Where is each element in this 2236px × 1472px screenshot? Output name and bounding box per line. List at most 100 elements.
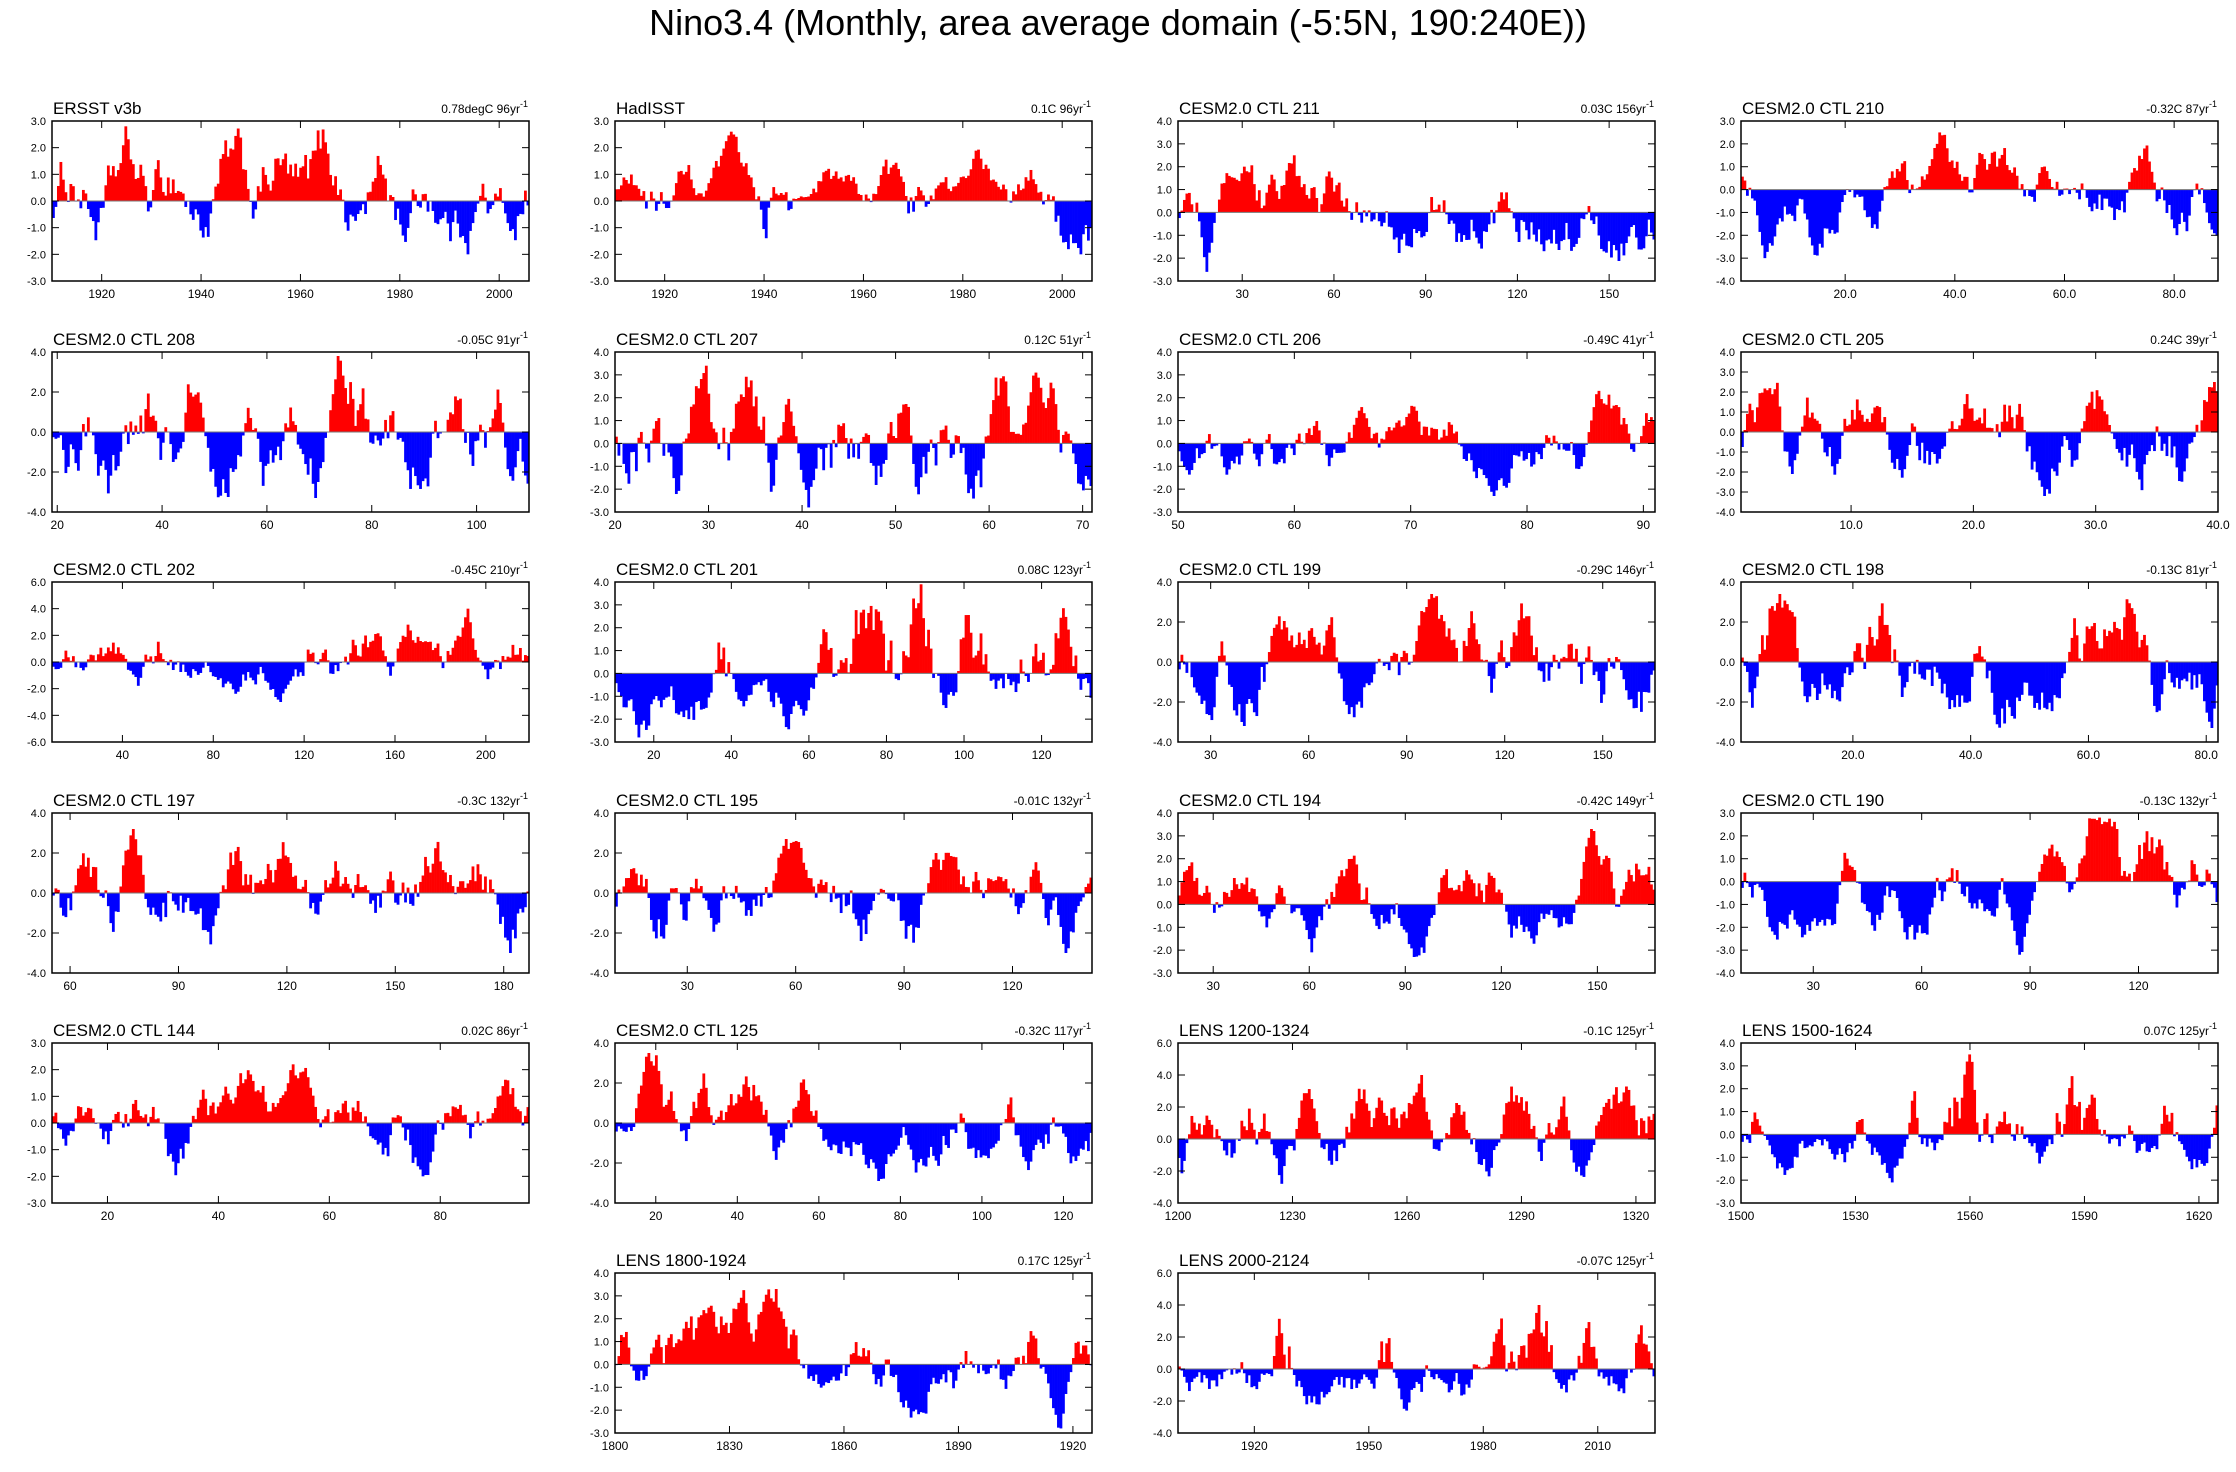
anomaly-bar (1480, 890, 1483, 905)
y-tick-label: -2.0 (27, 1171, 46, 1183)
anomaly-bar (341, 883, 345, 893)
anomaly-bar (209, 662, 213, 673)
anomaly-bar (1540, 904, 1543, 914)
anomaly-bar (1482, 1139, 1486, 1160)
anomaly-bar (1505, 904, 1508, 912)
anomaly-bar (354, 425, 357, 432)
anomaly-bar (1500, 443, 1503, 479)
anomaly-bar (2125, 432, 2129, 467)
anomaly-bar (1880, 1134, 1884, 1165)
anomaly-bar (1790, 1134, 1794, 1168)
panel-stat-superscript: -1 (520, 1021, 528, 1031)
anomaly-bar (1497, 889, 1501, 905)
anomaly-bar (1562, 212, 1566, 240)
y-tick-label: 2.0 (31, 630, 46, 642)
anomaly-bar (767, 893, 771, 898)
anomaly-bar (799, 196, 803, 201)
anomaly-bar (1039, 1364, 1043, 1369)
anomaly-bar (1485, 443, 1488, 479)
anomaly-bar (1265, 662, 1269, 665)
anomaly-bar (802, 862, 806, 893)
anomaly-bar (1442, 200, 1446, 213)
anomaly-bar (114, 893, 118, 912)
anomaly-bar (1863, 189, 1867, 211)
anomaly-bar (1430, 904, 1434, 918)
anomaly-bar (1480, 443, 1483, 470)
anomaly-bar (1860, 1118, 1864, 1135)
anomaly-bar (1054, 893, 1058, 898)
anomaly-bar (511, 432, 515, 481)
anomaly-bar (134, 839, 138, 893)
anomaly-bar (1272, 1355, 1276, 1369)
anomaly-bar (999, 1123, 1003, 1126)
anomaly-bar (1620, 895, 1623, 905)
anomaly-bar (1890, 662, 1894, 664)
anomaly-bar (84, 432, 88, 437)
anomaly-bar (1750, 1121, 1754, 1135)
anomaly-bar (1287, 640, 1291, 662)
anomaly-bar (1900, 163, 1904, 190)
anomaly-bar (1590, 829, 1593, 905)
anomaly-bar (1222, 183, 1226, 213)
anomaly-bar (311, 652, 315, 662)
anomaly-bar (2120, 875, 2124, 882)
anomaly-bar (1587, 837, 1591, 905)
anomaly-bar (904, 1364, 908, 1401)
anomaly-bar (2085, 189, 2089, 198)
anomaly-bar (759, 673, 763, 686)
anomaly-bar (424, 641, 427, 662)
anomaly-bar (184, 1123, 188, 1143)
anomaly-bar (1372, 433, 1376, 444)
anomaly-bar (2163, 189, 2166, 201)
anomaly-bar (904, 655, 908, 674)
anomaly-bar (1597, 212, 1601, 236)
anomaly-bar (2000, 662, 2004, 709)
anomaly-bar (649, 673, 653, 705)
anomaly-bar (957, 869, 960, 893)
anomaly-bar (849, 890, 853, 893)
anomaly-bar (234, 662, 238, 694)
anomaly-bar (394, 1117, 397, 1123)
anomaly-bar (2165, 862, 2169, 882)
anomaly-bar (2190, 1134, 2194, 1170)
anomaly-bar (834, 893, 838, 899)
anomaly-bar (114, 432, 118, 471)
x-tick-label: 20 (101, 1209, 115, 1223)
anomaly-bar (1237, 662, 1241, 705)
anomaly-bar (2090, 818, 2094, 882)
anomaly-bar (1012, 1117, 1015, 1123)
anomaly-bar (712, 428, 716, 444)
anomaly-bar (1968, 189, 1972, 193)
anomaly-bar (2038, 1134, 2041, 1164)
anomaly-bar (1640, 212, 1643, 250)
anomaly-bar (109, 432, 113, 476)
anomaly-bar (2168, 662, 2171, 674)
anomaly-bar (2030, 432, 2034, 470)
anomaly-bar (949, 673, 953, 692)
anomaly-bar (1540, 212, 1543, 245)
anomaly-bar (139, 415, 143, 432)
x-tick-label: 40 (155, 518, 169, 532)
anomaly-bar (1978, 417, 1982, 432)
anomaly-bar (2133, 872, 2136, 882)
anomaly-bar (174, 432, 178, 460)
anomaly-bar (1422, 212, 1426, 237)
anomaly-bar (1275, 624, 1279, 662)
anomaly-bar (52, 662, 55, 667)
anomaly-bar (106, 432, 110, 494)
anomaly-bar (749, 380, 753, 444)
anomaly-bar (296, 662, 300, 677)
anomaly-bar (672, 443, 676, 479)
anomaly-bar (2070, 432, 2074, 467)
anomaly-bar (1467, 212, 1471, 240)
anomaly-bar (1180, 210, 1184, 213)
anomaly-bar (749, 893, 753, 916)
anomaly-bar (1895, 881, 1899, 898)
anomaly-bar (1495, 210, 1498, 213)
anomaly-bar (712, 893, 716, 932)
anomaly-bar (191, 1115, 195, 1123)
anomaly-bar (1347, 1132, 1351, 1139)
anomaly-bar (236, 432, 240, 456)
anomaly-bar (2138, 432, 2141, 480)
y-tick-label: 2.0 (1720, 617, 1735, 629)
